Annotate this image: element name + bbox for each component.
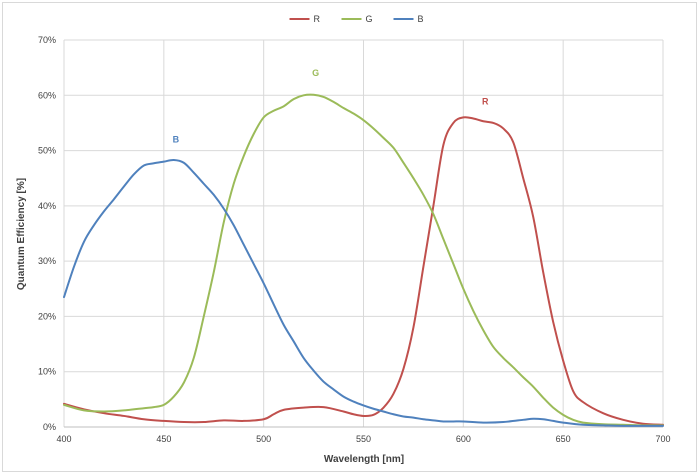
x-tick-label: 600 (456, 434, 471, 444)
y-tick-label: 0% (43, 422, 56, 432)
series-line-r (63, 116, 664, 426)
tick-labels: 400 450 500 550 600 650 700 0% 10% 20% 30% 40% 50% 60… (38, 35, 671, 444)
x-tick-label: 400 (56, 434, 71, 444)
y-tick-label: 50% (38, 146, 56, 156)
series-annotation-g: G (312, 68, 319, 78)
series-annotation-r: R (482, 97, 489, 107)
legend-label-g: G (366, 14, 373, 24)
series-line-b (63, 158, 664, 427)
series-lines (63, 93, 664, 427)
y-axis-title: Quantum Efficiency [%] (16, 178, 27, 290)
series-annotation-b: B (173, 134, 180, 144)
series-annotations: R G B (173, 68, 489, 144)
y-tick-label: 30% (38, 256, 56, 266)
x-tick-label: 650 (556, 434, 571, 444)
series-line-g (63, 93, 664, 427)
legend-label-r: R (314, 14, 321, 24)
y-tick-label: 60% (38, 90, 56, 100)
y-tick-label: 10% (38, 367, 56, 377)
x-tick-label: 700 (655, 434, 670, 444)
grid (63, 39, 664, 428)
x-tick-label: 500 (256, 434, 271, 444)
legend-label-b: B (418, 14, 424, 24)
y-tick-label: 70% (38, 35, 56, 45)
x-tick-label: 450 (156, 434, 171, 444)
y-tick-label: 20% (38, 311, 56, 321)
x-tick-label: 550 (356, 434, 371, 444)
x-axis-title: Wavelength [nm] (324, 454, 404, 465)
y-tick-label: 40% (38, 201, 56, 211)
